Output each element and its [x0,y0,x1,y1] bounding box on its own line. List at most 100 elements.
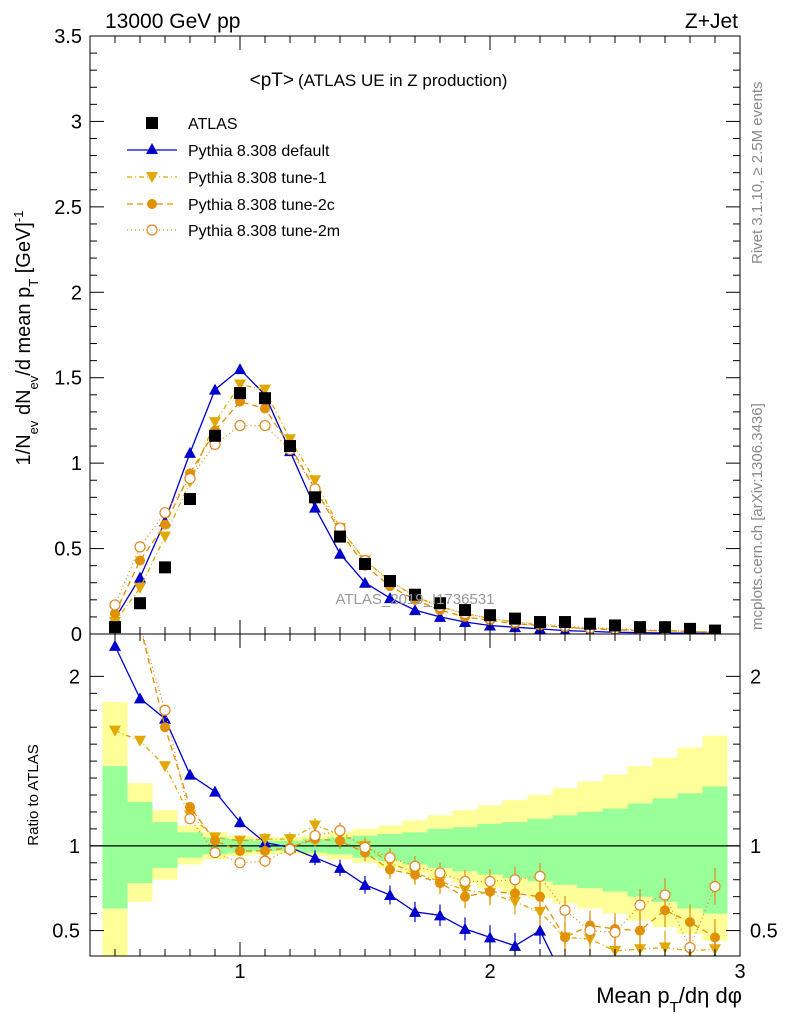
rivet-label: Rivet 3.1.10, ≥ 2.5M events [749,82,766,265]
main-axes: 0 0.5 1 1.5 2 2.5 3 3.5 [54,26,741,646]
xlabel: Mean pT/dη dφ [596,983,742,1016]
ratio-point-tune1 [234,835,246,847]
main-ytick-label: 2.5 [54,197,82,219]
main-point-default [209,383,221,395]
ratio-point-tune2m [534,870,546,882]
main-ytick-label: 2 [71,282,82,304]
process-label: Z+Jet [685,10,738,33]
main-point-atlas [559,616,571,629]
ratio-ytick-label-right: 1 [750,836,761,858]
ratio-ytick-label-right: 0.5 [750,921,778,943]
ratio-band-inner [452,827,478,872]
ratio-point-tune2m [259,855,271,867]
main-point-atlas [509,612,521,625]
ratio-point-default [409,905,421,917]
plot-title: <pT> [250,70,294,91]
legend-tune2m-marker [146,224,158,236]
main-point-tune2m [234,419,246,432]
ratio-band-inner [627,803,653,897]
ratio-point-default [134,692,146,704]
main-point-default [359,576,371,588]
main-ytick-label: 0.5 [54,539,82,561]
main-point-default [409,604,421,616]
ratio-point-tune2m [434,867,446,879]
legend-default: Pythia 8.308 default [127,143,330,160]
main-point-tune2m [134,541,146,553]
main-point-atlas [609,619,621,632]
ratio-band-inner [677,793,703,909]
main-ytick-label: 1 [71,453,82,475]
ratio-ytick-label: 2 [69,666,80,688]
ratio-point-tune2m [359,841,371,854]
main-point-atlas [184,493,196,506]
ratio-point-default [109,639,121,651]
ratio-point-tune2c [210,835,220,846]
legend-default-label: Pythia 8.308 default [188,143,330,160]
legend-tune1-label: Pythia 8.308 tune-1 [188,170,327,187]
main-ytick-label: 3.5 [54,26,82,48]
energy-label: 13000 GeV pp [105,10,240,33]
main-point-default [334,547,346,559]
ratio-point-tune2c [510,888,520,899]
ratio-band-inner [602,808,628,892]
main-point-atlas [409,588,421,601]
ratio-point-default [584,975,596,986]
main-point-tune2c [260,403,270,414]
ratio-point-tune2m [609,926,621,938]
ratio-point-tune2c [160,722,170,733]
ratio-point-tune1 [109,725,121,737]
ratio-point-tune2c [110,570,120,580]
ratio-plot-content [90,519,740,986]
main-point-atlas [484,609,496,622]
main-point-atlas [209,429,221,442]
ratio-point-tune2m [634,899,646,911]
ratio-band-inner [577,811,603,889]
ratio-point-tune2m [459,875,471,888]
main-point-tune2m [109,599,121,611]
main-ylabel: 1/Nev dNev/d mean pT [GeV]-1 [11,211,41,466]
analysis-watermark: ATLAS_2019_I1736531 [335,591,494,608]
ratio-point-tune1 [284,834,296,846]
ratio-point-tune1 [134,735,146,747]
ratio-panel: 0.5 0.5 1 1 2 2 1 2 3 [52,519,778,986]
ratio-point-tune2c [185,801,195,812]
legend-atlas: ATLAS [146,116,238,133]
ratio-point-tune2c [260,845,270,856]
plot-subtitle: (ATLAS UE in Z production) [298,71,507,90]
mcplots-label: mcplots.cern.ch [arXiv:1306.3436] [749,403,766,630]
ratio-point-tune2m [234,857,246,869]
ratio-point-tune2m [309,830,321,842]
ratio-point-default [384,888,396,900]
ratio-band-inner [552,815,578,885]
ratio-point-default [484,931,496,943]
ratio-point-tune2c [560,932,570,943]
ratio-band-inner [477,823,503,875]
ratio-point-default [234,816,246,828]
ratio-point-default [434,909,446,921]
main-point-tune1 [159,531,171,543]
main-point-tune2c [235,396,245,407]
ratio-band-inner [177,832,203,858]
ratio-point-tune1 [534,906,546,918]
main-point-default [434,610,446,622]
main-point-tune2c [160,519,170,530]
main-point-atlas [584,617,596,630]
ratio-point-tune1 [159,761,171,773]
main-point-default [134,571,146,583]
legend-tune2m-label: Pythia 8.308 tune-2m [188,223,340,240]
ratio-point-tune2m [159,704,171,716]
ratio-point-tune1 [309,820,321,832]
ratio-point-tune2m [384,852,396,864]
ratio-point-tune2c [535,891,545,902]
ratio-point-tune2c [685,917,695,928]
ratio-point-tune2m [284,843,296,855]
ratio-point-default [334,861,346,873]
ratio-xtick-label: 3 [734,961,745,983]
ratio-point-tune2c [335,835,345,846]
ratio-point-tune2m [110,519,120,529]
main-point-atlas [534,616,546,629]
ratio-point-tune1 [659,942,671,954]
main-point-atlas [259,392,271,405]
main-point-atlas [284,440,296,453]
